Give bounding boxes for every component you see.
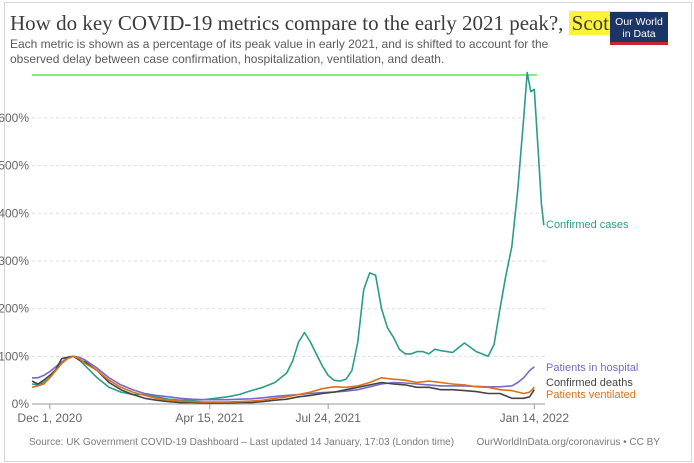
owid-logo[interactable]: Our World in Data: [610, 12, 668, 45]
y-tick-label-0: 0%: [12, 397, 30, 411]
y-tick-label-2: 200%: [0, 302, 29, 316]
series-label-confirmed-cases: Confirmed cases: [546, 219, 629, 231]
chart-title-main: How do key COVID-19 metrics compare to t…: [10, 11, 564, 35]
chart-subtitle: Each metric is shown as a percentage of …: [10, 37, 549, 66]
logo-accent-bar: [610, 42, 668, 45]
grid-lines: [32, 117, 545, 405]
x-tick-label-0: Dec 1, 2020: [17, 411, 82, 425]
series-label-patients-in-hospital: Patients in hospital: [546, 362, 638, 374]
chart-frame: [4, 2, 692, 462]
y-tick-label-5: 500%: [0, 159, 29, 173]
series-labels: Confirmed cases Patients in hospital Confi…: [546, 219, 638, 401]
logo-line-2: in Data: [622, 28, 656, 40]
series-line-patients-in-hospital: [32, 355, 535, 401]
y-tick-label-3: 300%: [0, 254, 29, 268]
logo-line-1: Our World: [615, 16, 663, 28]
y-axis-ticks: 0% 100% 200% 300% 400% 500% 600%: [0, 111, 29, 411]
source-note: Source: UK Government COVID-19 Dashboard…: [29, 437, 455, 448]
x-axis-ticks: Dec 1, 2020 Apr 15, 2021 Jul 24, 2021 Jan 1…: [17, 404, 569, 425]
series-lines: [31, 71, 545, 404]
y-tick-label-1: 100%: [0, 349, 29, 363]
x-tick-label-3: Jan 14, 2022: [500, 411, 570, 425]
series-label-confirmed-deaths: Confirmed deaths: [546, 377, 633, 389]
x-tick-label-1: Apr 15, 2021: [175, 411, 244, 425]
credit-link[interactable]: OurWorldInData.org/coronavirus • CC BY: [476, 437, 660, 448]
series-line-patients-ventilated: [31, 355, 535, 403]
x-tick-label-2: Jul 24, 2021: [295, 411, 361, 425]
y-tick-label-6: 600%: [0, 111, 29, 125]
y-tick-label-4: 400%: [0, 206, 29, 220]
series-line-confirmed-cases: [31, 71, 545, 401]
series-label-patients-ventilated: Patients ventilated: [546, 389, 636, 401]
series-line-confirmed-deaths: [31, 355, 535, 404]
